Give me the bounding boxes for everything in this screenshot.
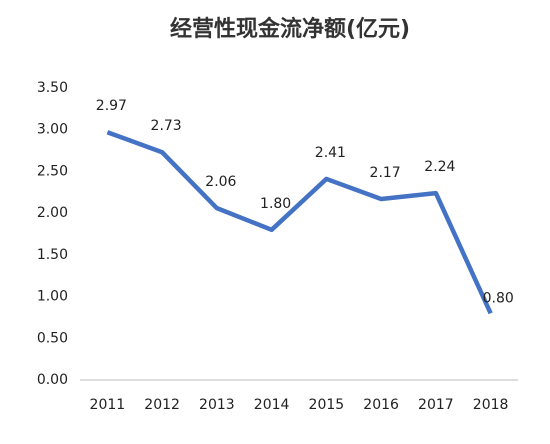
data-label: 0.80 bbox=[483, 290, 514, 306]
x-tick-label: 2017 bbox=[418, 397, 454, 413]
y-tick-label: 2.50 bbox=[37, 163, 68, 179]
x-tick-label: 2016 bbox=[363, 397, 399, 413]
x-tick-label: 2014 bbox=[254, 397, 290, 413]
data-label: 2.73 bbox=[151, 118, 182, 134]
chart-title: 经营性现金流净额(亿元) bbox=[170, 16, 410, 42]
data-label: 1.80 bbox=[260, 196, 291, 212]
x-tick-label: 2013 bbox=[199, 397, 235, 413]
data-label: 2.97 bbox=[96, 98, 127, 114]
y-tick-label: 3.50 bbox=[37, 80, 68, 96]
x-tick-label: 2018 bbox=[473, 397, 509, 413]
y-tick-label: 0.50 bbox=[37, 330, 68, 346]
data-label: 2.17 bbox=[370, 165, 401, 181]
y-tick-label: 1.50 bbox=[37, 247, 68, 263]
data-label: 2.24 bbox=[424, 159, 455, 175]
data-label: 2.41 bbox=[315, 145, 346, 161]
y-tick-label: 1.00 bbox=[37, 289, 68, 305]
y-tick-label: 0.00 bbox=[37, 372, 68, 388]
line bbox=[106, 130, 493, 315]
x-tick-label: 2015 bbox=[309, 397, 345, 413]
x-tick-label: 2012 bbox=[144, 397, 180, 413]
data-label: 2.06 bbox=[205, 174, 236, 190]
y-tick-label: 2.00 bbox=[37, 205, 68, 221]
x-tick-label: 2011 bbox=[90, 397, 126, 413]
y-tick-label: 3.00 bbox=[37, 122, 68, 138]
